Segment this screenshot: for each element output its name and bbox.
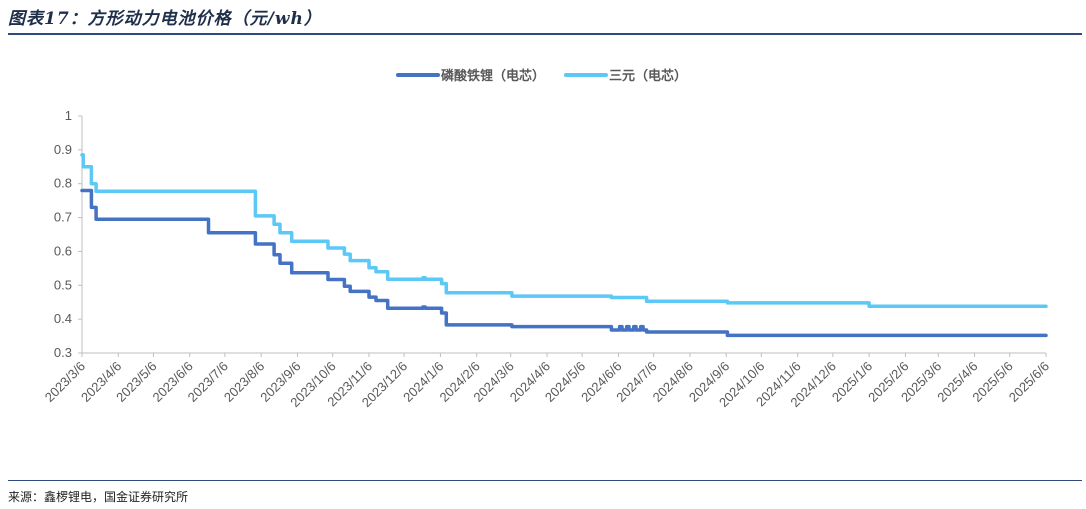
x-tick-label: 2025/6/6 (1006, 359, 1052, 405)
chart-axes (78, 115, 1047, 357)
figure-title: 图表17：方形动力电池价格（元/wh） (8, 9, 322, 29)
x-axis-tick-labels: 2023/3/62023/4/62023/5/62023/6/62023/7/6… (42, 359, 1052, 411)
y-tick-label: 0.7 (54, 210, 72, 225)
footer-rule (8, 480, 1082, 481)
series-lines (80, 153, 1048, 338)
y-tick-label: 0.3 (54, 345, 72, 360)
y-tick-label: 0.6 (54, 243, 72, 258)
series-line-0 (80, 188, 1048, 338)
series-line-1 (80, 153, 1048, 309)
chart-legend: 磷酸铁锂（电芯） 三元（电芯） (396, 68, 687, 83)
legend-label-0: 磷酸铁锂（电芯） (441, 68, 545, 83)
y-tick-label: 0.4 (54, 311, 72, 326)
y-tick-label: 1 (65, 108, 72, 123)
y-tick-label: 0.9 (54, 142, 72, 157)
y-axis-tick-labels: 0.3 0.4 0.5 0.6 0.7 0.8 0.9 1 (54, 108, 72, 360)
title-rule (8, 33, 1082, 35)
y-tick-label: 0.5 (54, 277, 72, 292)
legend-label-1: 三元（电芯） (609, 68, 687, 83)
source-note: 来源：鑫椤锂电，国金证券研究所 (8, 490, 189, 504)
y-tick-label: 0.8 (54, 176, 72, 191)
price-line-chart: 磷酸铁锂（电芯） 三元（电芯） 2023/3/62023/4/62023/5/62… (42, 68, 1052, 411)
